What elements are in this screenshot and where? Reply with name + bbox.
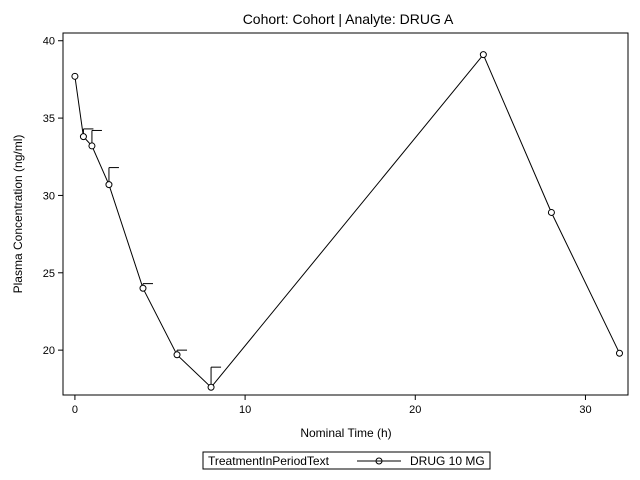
- data-point: [173, 351, 181, 359]
- data-point: [88, 142, 96, 150]
- legend-marker-swatch: [375, 457, 383, 465]
- legend-title: TreatmentInPeriodText: [208, 454, 330, 468]
- legend-box: [202, 451, 491, 470]
- y-tick-label: 35: [43, 113, 55, 125]
- y-tick-label: 40: [43, 36, 55, 48]
- y-axis-label: Plasma Concentration (ng/ml): [11, 135, 25, 294]
- x-axis-label: Nominal Time (h): [300, 426, 391, 440]
- x-tick-label: 0: [72, 404, 78, 416]
- x-axis: 0 10 20 30: [72, 395, 592, 416]
- data-point: [105, 181, 113, 189]
- series-layer: [71, 51, 623, 391]
- y-tick-label: 25: [43, 268, 55, 280]
- y-axis: 20 25 30 35 40: [43, 36, 63, 357]
- plot-area-frame: [62, 32, 629, 396]
- x-tick-label: 30: [579, 404, 591, 416]
- legend: TreatmentInPeriodText DRUG 10 MG: [202, 451, 491, 470]
- series-line: [74, 53, 620, 389]
- data-point: [547, 208, 555, 216]
- x-tick-label: 20: [409, 404, 421, 416]
- data-point: [479, 51, 487, 59]
- data-point: [207, 383, 215, 391]
- data-point: [615, 349, 623, 357]
- data-point: [71, 72, 79, 80]
- data-point: [79, 133, 87, 141]
- y-tick-label: 20: [43, 345, 55, 357]
- x-tick-label: 10: [239, 404, 251, 416]
- chart-title: Cohort: Cohort | Analyte: DRUG A: [243, 11, 454, 27]
- data-point: [139, 284, 147, 292]
- y-tick-label: 30: [43, 190, 55, 202]
- legend-series-label: DRUG 10 MG: [410, 454, 485, 468]
